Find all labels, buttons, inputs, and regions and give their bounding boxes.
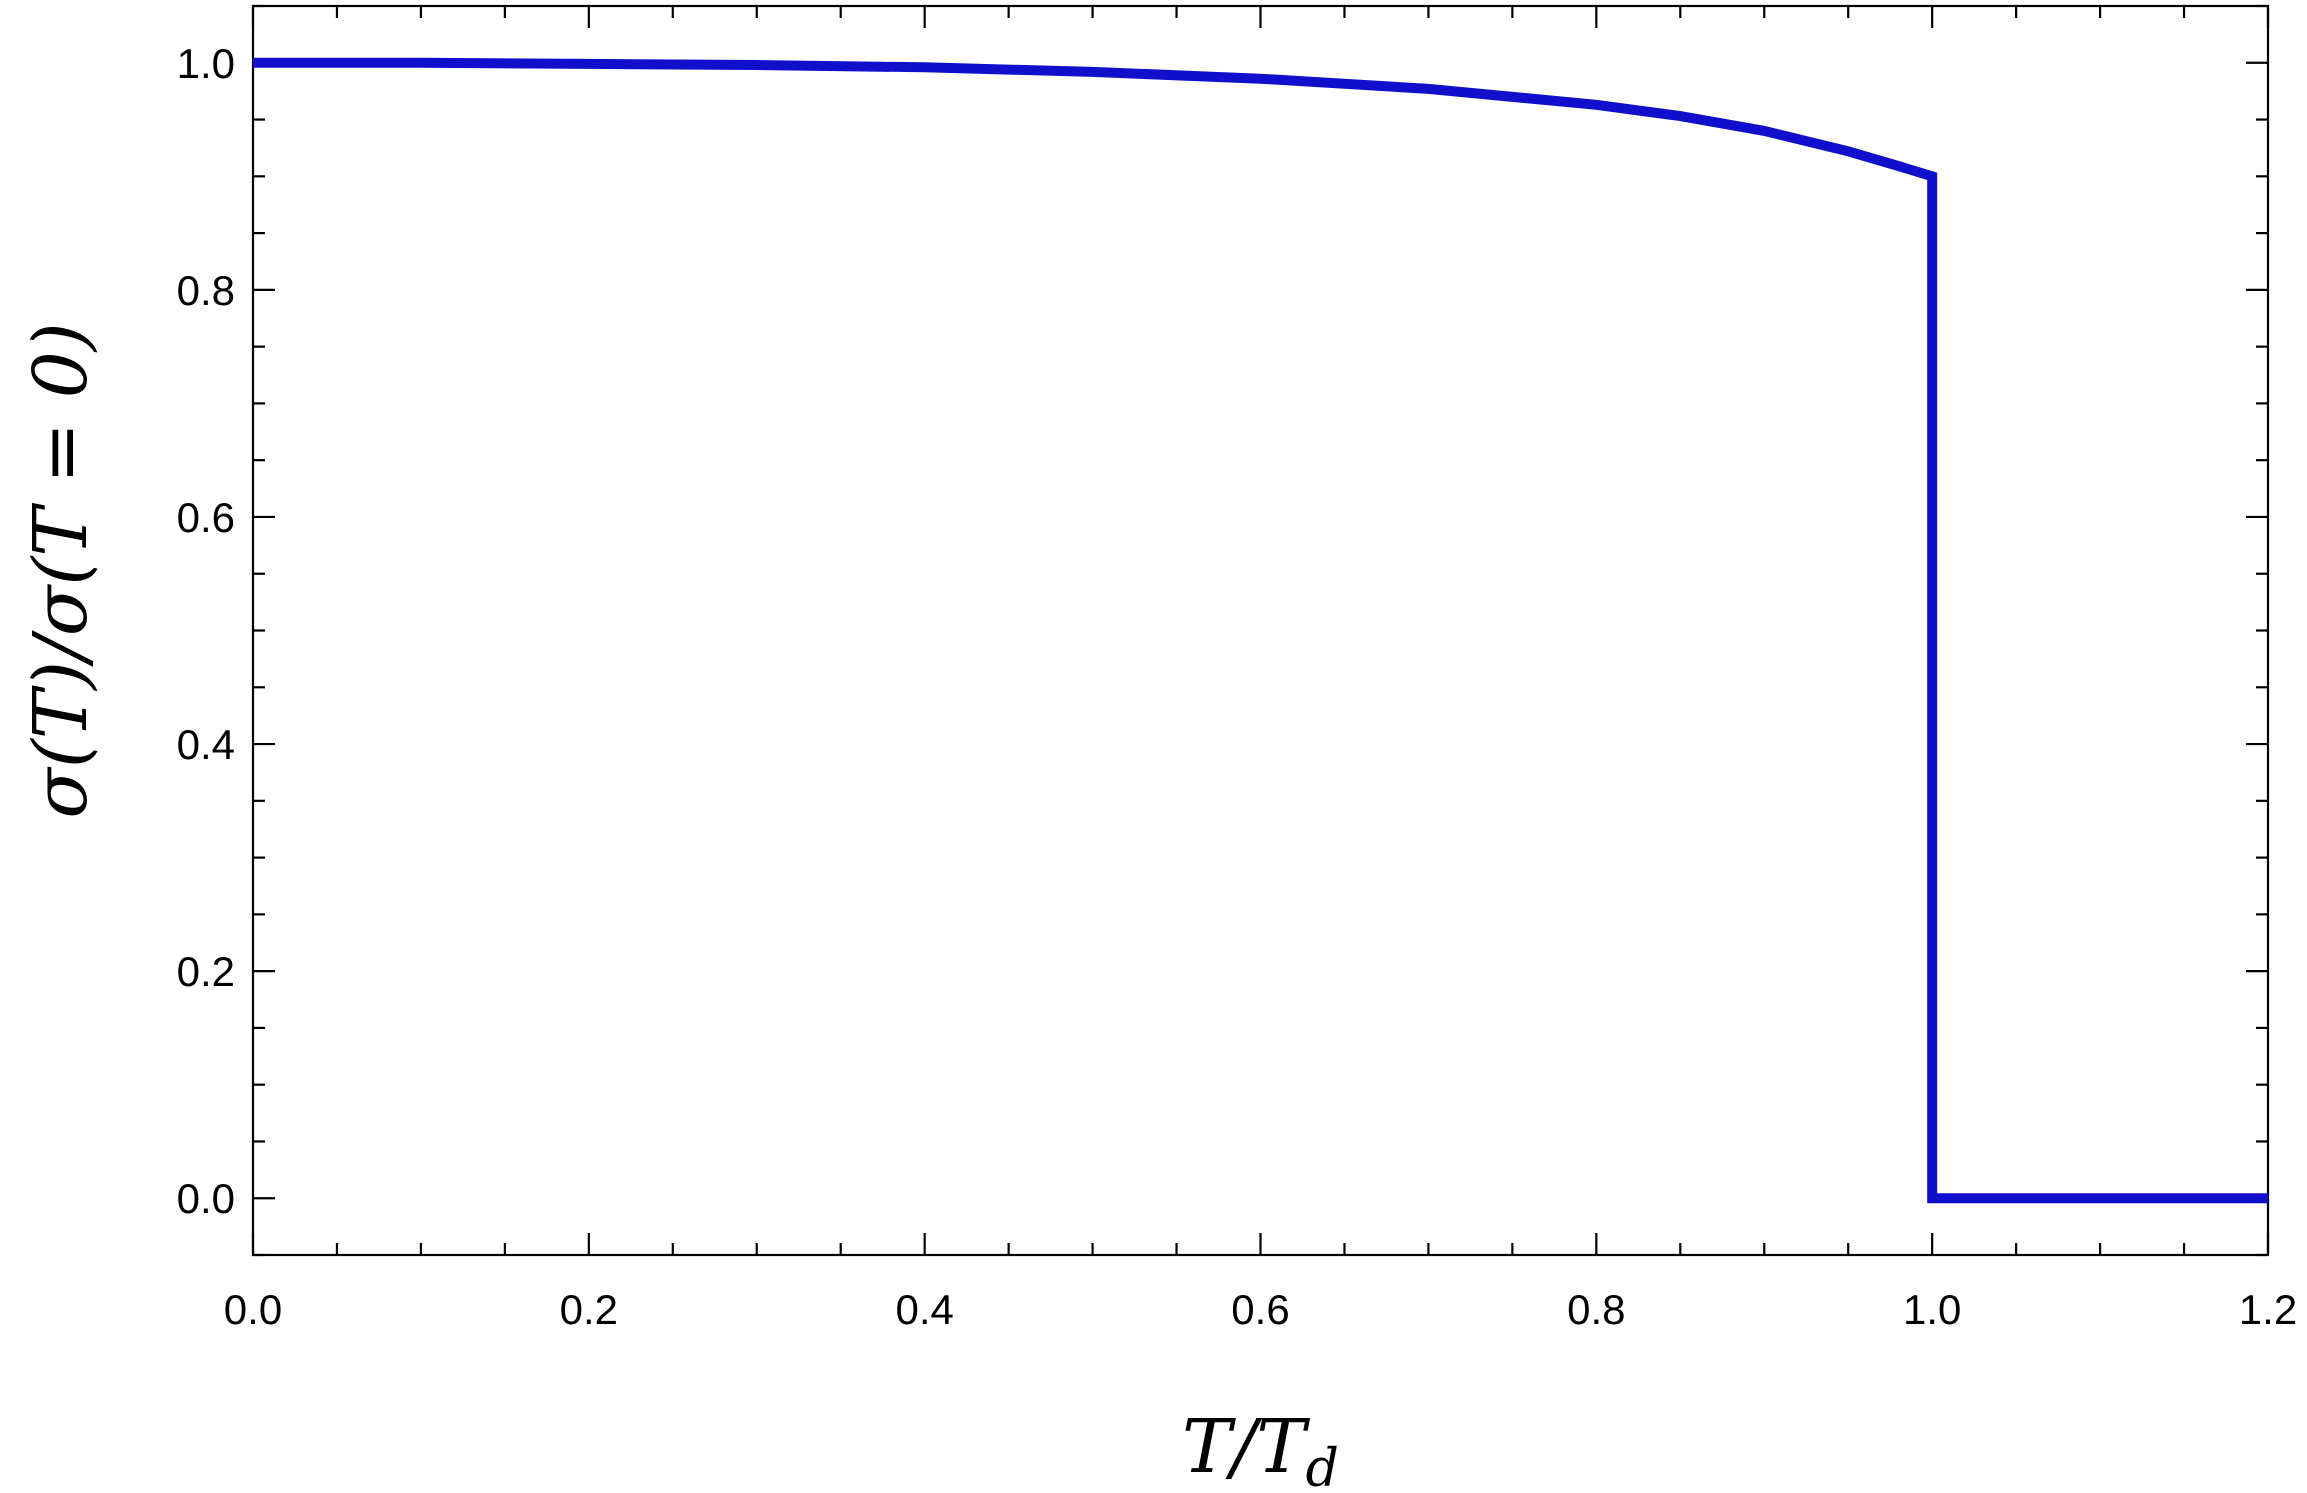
x-tick-label: 1.2	[2239, 1286, 2297, 1333]
x-axis-label: T/Td	[1182, 1404, 1339, 1493]
x-axis-title-subscript: d	[1306, 1439, 1339, 1493]
y-tick-label: 0.8	[177, 267, 235, 314]
x-tick-label: 0.8	[1567, 1286, 1625, 1333]
x-tick-label: 0.2	[560, 1286, 618, 1333]
x-tick-label: 0.4	[895, 1286, 953, 1333]
y-axis-label: σ(T)/σ(T = 0)	[18, 322, 104, 818]
x-tick-label: 0.0	[224, 1286, 282, 1333]
y-tick-label: 1.0	[177, 40, 235, 87]
plot-area: 0.0 0.2 0.4 0.6 0.8 1.0 1.2 0.0 0.2 0.4 0.6 0.8 1.0	[177, 4, 2297, 1333]
x-axis-title-text: T/Td	[1182, 1404, 1339, 1493]
x-axis-title-main: T/T	[1182, 1404, 1310, 1490]
x-tick-label: 1.0	[1903, 1286, 1961, 1333]
plot-frame	[251, 4, 2270, 1257]
y-tick-label: 0.0	[177, 1175, 235, 1222]
x-tick-label: 0.6	[1231, 1286, 1289, 1333]
y-tick-label: 0.4	[177, 721, 235, 768]
y-axis-title-text: σ(T)/σ(T = 0)	[18, 322, 104, 818]
series-line-0	[253, 57, 2268, 1204]
y-tick-label: 0.6	[177, 494, 235, 541]
y-tick-label: 0.2	[177, 948, 235, 995]
